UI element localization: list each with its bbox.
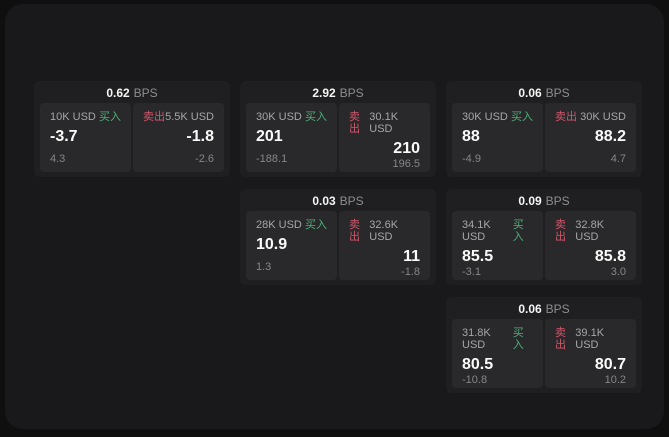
sell-delta: 3.0 bbox=[610, 266, 626, 278]
buy-price: 85.5 bbox=[462, 248, 494, 265]
sell-price: 80.7 bbox=[594, 356, 626, 373]
buy-delta: 4.3 bbox=[50, 153, 66, 165]
bps-unit-label: BPS bbox=[545, 194, 570, 208]
sell-action-label: 卖出 bbox=[555, 327, 566, 351]
buy-action-label: 买入 bbox=[512, 327, 524, 351]
buy-quote-tile[interactable]: 28K USD 买入 10.9 1.3 bbox=[246, 211, 337, 280]
buy-amount: 10K USD bbox=[50, 111, 96, 123]
bps-value: 0.09 bbox=[518, 194, 542, 208]
sell-delta: -2.6 bbox=[195, 153, 214, 165]
buy-amount: 30K USD bbox=[256, 111, 302, 123]
bps-unit-label: BPS bbox=[133, 86, 158, 100]
bps-value: 0.06 bbox=[518, 302, 542, 316]
sell-quote-tile[interactable]: 卖出 32.6K USD 11 -1.8 bbox=[339, 211, 430, 280]
bps-header: 0.62 BPS bbox=[34, 81, 230, 103]
buy-price: -3.7 bbox=[50, 128, 78, 145]
buy-quote-tile[interactable]: 34.1K USD 买入 85.5 -3.1 bbox=[452, 211, 543, 280]
buy-action-label: 买入 bbox=[511, 111, 533, 123]
bps-unit-label: BPS bbox=[545, 302, 570, 316]
sell-delta: 4.7 bbox=[610, 153, 626, 165]
buy-quote-tile[interactable]: 31.8K USD 买入 80.5 -10.8 bbox=[452, 319, 543, 388]
sell-amount: 32.6K USD bbox=[369, 219, 399, 243]
sell-quote-tile[interactable]: 卖出 30K USD 88.2 4.7 bbox=[545, 103, 636, 172]
bps-card: 0.06 BPS 31.8K USD 买入 80.5 -10.8 卖出 39.1… bbox=[446, 297, 642, 393]
sell-amount: 39.1K USD bbox=[575, 327, 605, 351]
sell-quote-tile[interactable]: 卖出 5.5K USD -1.8 -2.6 bbox=[133, 103, 224, 172]
sell-price: -1.8 bbox=[186, 128, 214, 145]
bps-card: 0.09 BPS 34.1K USD 买入 85.5 -3.1 卖出 32.8K… bbox=[446, 189, 642, 285]
buy-delta: -10.8 bbox=[462, 374, 488, 386]
sell-price: 88.2 bbox=[594, 128, 626, 145]
buy-quote-tile[interactable]: 30K USD 买入 201 -188.1 bbox=[246, 103, 337, 172]
trading-quotes-window: 0.62 BPS 10K USD 买入 -3.7 4.3 卖出 5.5K USD… bbox=[5, 4, 664, 429]
sell-action-label: 卖出 bbox=[349, 111, 360, 135]
buy-delta: -3.1 bbox=[462, 266, 481, 278]
bps-card: 0.03 BPS 28K USD 买入 10.9 1.3 卖出 32.6K US… bbox=[240, 189, 436, 285]
buy-action-label: 买入 bbox=[99, 111, 121, 123]
sell-amount: 30.1K USD bbox=[369, 111, 399, 135]
sell-action-label: 卖出 bbox=[143, 111, 165, 123]
bps-value: 0.06 bbox=[518, 86, 542, 100]
sell-action-label: 卖出 bbox=[349, 219, 360, 243]
sell-quote-tile[interactable]: 卖出 30.1K USD 210 196.5 bbox=[339, 103, 430, 172]
bps-header: 2.92 BPS bbox=[240, 81, 436, 103]
sell-delta: 10.2 bbox=[604, 374, 626, 386]
bps-header: 0.06 BPS bbox=[446, 297, 642, 319]
buy-action-label: 买入 bbox=[305, 111, 327, 123]
buy-quote-tile[interactable]: 30K USD 买入 88 -4.9 bbox=[452, 103, 543, 172]
sell-delta: 196.5 bbox=[392, 158, 420, 170]
bps-header: 0.09 BPS bbox=[446, 189, 642, 211]
sell-quote-tile[interactable]: 卖出 39.1K USD 80.7 10.2 bbox=[545, 319, 636, 388]
buy-price: 10.9 bbox=[256, 236, 288, 253]
buy-price: 88 bbox=[462, 128, 480, 145]
bps-header: 0.06 BPS bbox=[446, 81, 642, 103]
sell-action-label: 卖出 bbox=[555, 219, 566, 243]
bps-card: 0.06 BPS 30K USD 买入 88 -4.9 卖出 30K USD 8… bbox=[446, 81, 642, 177]
buy-amount: 28K USD bbox=[256, 219, 302, 231]
buy-amount: 34.1K USD bbox=[462, 219, 491, 243]
buy-amount: 30K USD bbox=[462, 111, 508, 123]
buy-delta: 1.3 bbox=[256, 261, 272, 273]
sell-delta: -1.8 bbox=[401, 266, 420, 278]
bps-card: 2.92 BPS 30K USD 买入 201 -188.1 卖出 30.1K … bbox=[240, 81, 436, 177]
sell-quote-tile[interactable]: 卖出 32.8K USD 85.8 3.0 bbox=[545, 211, 636, 280]
bps-card: 0.62 BPS 10K USD 买入 -3.7 4.3 卖出 5.5K USD… bbox=[34, 81, 230, 177]
sell-price: 11 bbox=[403, 248, 420, 265]
sell-amount: 30K USD bbox=[580, 111, 626, 123]
sell-price: 85.8 bbox=[594, 248, 626, 265]
buy-action-label: 买入 bbox=[512, 219, 524, 243]
buy-quote-tile[interactable]: 10K USD 买入 -3.7 4.3 bbox=[40, 103, 131, 172]
bps-value: 2.92 bbox=[312, 86, 336, 100]
buy-price: 80.5 bbox=[462, 356, 494, 373]
buy-action-label: 买入 bbox=[305, 219, 327, 231]
buy-delta: -4.9 bbox=[462, 153, 481, 165]
sell-action-label: 卖出 bbox=[555, 111, 577, 123]
buy-amount: 31.8K USD bbox=[462, 327, 491, 351]
sell-amount: 5.5K USD bbox=[165, 111, 214, 123]
bps-value: 0.03 bbox=[312, 194, 336, 208]
bps-unit-label: BPS bbox=[339, 194, 364, 208]
bps-unit-label: BPS bbox=[545, 86, 570, 100]
bps-unit-label: BPS bbox=[339, 86, 364, 100]
buy-delta: -188.1 bbox=[256, 153, 288, 165]
bps-header: 0.03 BPS bbox=[240, 189, 436, 211]
buy-price: 201 bbox=[256, 128, 283, 145]
sell-price: 210 bbox=[393, 140, 420, 157]
bps-value: 0.62 bbox=[106, 86, 130, 100]
sell-amount: 32.8K USD bbox=[575, 219, 605, 243]
